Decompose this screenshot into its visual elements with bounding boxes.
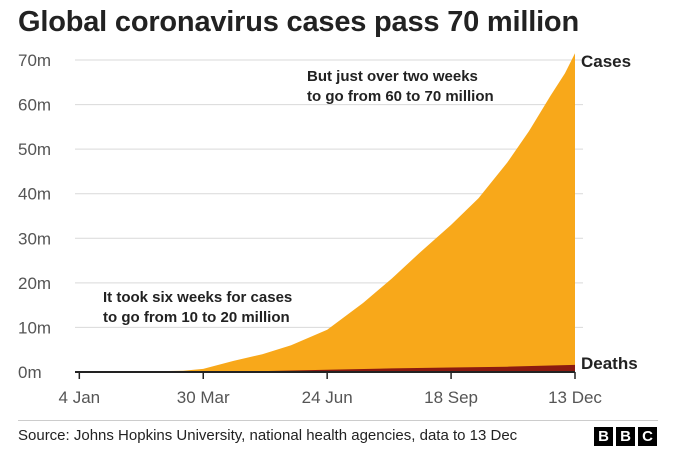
y-tick-label: 20m: [18, 274, 51, 293]
footer-divider: [18, 420, 658, 421]
series-area-cases: [75, 53, 575, 373]
logo-letter: B: [594, 427, 613, 446]
series-label-cases: Cases: [581, 52, 631, 71]
annotation-text: to go from 60 to 70 million: [307, 88, 494, 105]
annotations: But just over two weeks to go from 60 to …: [103, 68, 494, 326]
annotation-text: It took six weeks for cases: [103, 289, 292, 306]
source-note: Source: Johns Hopkins University, nation…: [18, 427, 518, 444]
gridlines: [75, 59, 583, 328]
annotation-text: to go from 10 to 20 million: [103, 309, 290, 326]
x-tick-label: 13 Dec: [548, 388, 602, 407]
annotation-text: But just over two weeks: [307, 68, 478, 85]
y-tick-label: 40m: [18, 185, 51, 204]
x-tick-label: 18 Sep: [424, 388, 478, 407]
y-tick-label: 50m: [18, 140, 51, 159]
y-tick-label: 10m: [18, 318, 51, 337]
x-tick-label: 30 Mar: [177, 388, 230, 407]
y-tick-label: 30m: [18, 229, 51, 248]
logo-letter: C: [638, 427, 657, 446]
y-tick-label: 60m: [18, 96, 51, 115]
series-area-deaths: [75, 364, 575, 372]
x-tick-label: 24 Jun: [302, 388, 353, 407]
series-labels: Cases Deaths: [581, 52, 638, 373]
area-chart: 0m 10m 20m 30m 40m 50m 60m 70m 4 Jan 30 Mar 24 Ju…: [18, 51, 638, 407]
series-label-deaths: Deaths: [581, 354, 638, 373]
x-tick-label: 4 Jan: [59, 388, 101, 407]
y-tick-label: 70m: [18, 51, 51, 70]
series-areas: [75, 53, 575, 373]
y-tick-label: 0m: [18, 363, 42, 382]
chart-title: Global coronavirus cases pass 70 million: [18, 6, 579, 38]
bbc-logo: B B C: [594, 427, 657, 446]
y-axis-ticks: 0m 10m 20m 30m 40m 50m 60m 70m: [18, 51, 51, 382]
logo-letter: B: [616, 427, 635, 446]
x-axis-ticks: 4 Jan 30 Mar 24 Jun 18 Sep 13 Dec: [59, 372, 602, 407]
